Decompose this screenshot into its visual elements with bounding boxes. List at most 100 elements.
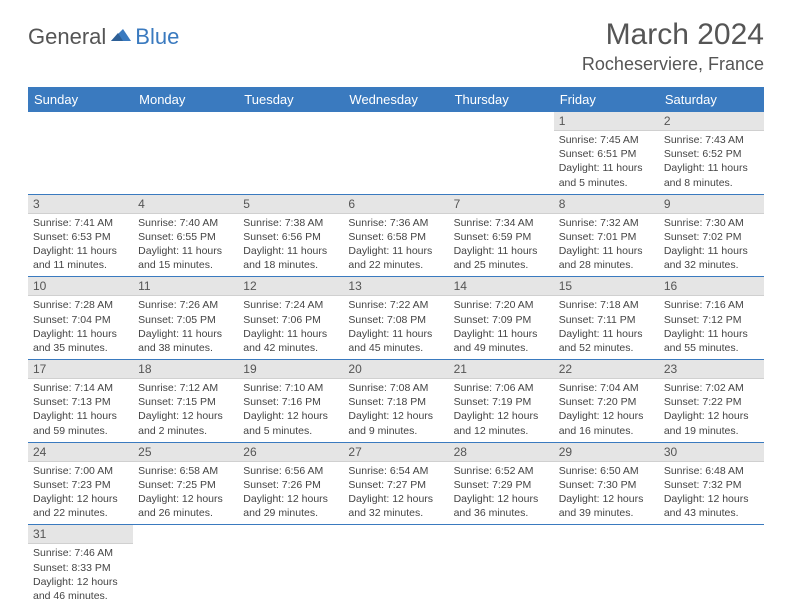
daylight-line: Daylight: 12 hours and 43 minutes. xyxy=(664,492,759,520)
weekday-header: Saturday xyxy=(659,87,764,112)
daylight-line: Daylight: 12 hours and 36 minutes. xyxy=(454,492,549,520)
calendar-cell: 25Sunrise: 6:58 AMSunset: 7:25 PMDayligh… xyxy=(133,442,238,525)
day-number: 14 xyxy=(449,277,554,296)
sunrise-line: Sunrise: 7:16 AM xyxy=(664,298,759,312)
day-content: Sunrise: 7:32 AMSunset: 7:01 PMDaylight:… xyxy=(554,214,659,277)
day-number: 31 xyxy=(28,525,133,544)
sunset-line: Sunset: 8:33 PM xyxy=(33,561,128,575)
day-content: Sunrise: 7:43 AMSunset: 6:52 PMDaylight:… xyxy=(659,131,764,194)
sunrise-line: Sunrise: 7:32 AM xyxy=(559,216,654,230)
daylight-line: Daylight: 11 hours and 11 minutes. xyxy=(33,244,128,272)
calendar-cell-empty xyxy=(133,112,238,194)
calendar-cell: 17Sunrise: 7:14 AMSunset: 7:13 PMDayligh… xyxy=(28,360,133,443)
daylight-line: Daylight: 11 hours and 59 minutes. xyxy=(33,409,128,437)
sunset-line: Sunset: 7:13 PM xyxy=(33,395,128,409)
calendar-cell: 27Sunrise: 6:54 AMSunset: 7:27 PMDayligh… xyxy=(343,442,448,525)
sunset-line: Sunset: 7:15 PM xyxy=(138,395,233,409)
daylight-line: Daylight: 12 hours and 32 minutes. xyxy=(348,492,443,520)
day-content: Sunrise: 6:48 AMSunset: 7:32 PMDaylight:… xyxy=(659,462,764,525)
sunrise-line: Sunrise: 7:45 AM xyxy=(559,133,654,147)
calendar-cell-empty xyxy=(28,112,133,194)
sunset-line: Sunset: 7:06 PM xyxy=(243,313,338,327)
calendar-cell: 21Sunrise: 7:06 AMSunset: 7:19 PMDayligh… xyxy=(449,360,554,443)
sunset-line: Sunset: 7:29 PM xyxy=(454,478,549,492)
day-content: Sunrise: 7:34 AMSunset: 6:59 PMDaylight:… xyxy=(449,214,554,277)
sunset-line: Sunset: 7:16 PM xyxy=(243,395,338,409)
calendar-cell: 8Sunrise: 7:32 AMSunset: 7:01 PMDaylight… xyxy=(554,194,659,277)
calendar-cell: 15Sunrise: 7:18 AMSunset: 7:11 PMDayligh… xyxy=(554,277,659,360)
day-number: 15 xyxy=(554,277,659,296)
calendar-cell-empty xyxy=(133,525,238,607)
calendar-row: 31Sunrise: 7:46 AMSunset: 8:33 PMDayligh… xyxy=(28,525,764,607)
sunrise-line: Sunrise: 6:54 AM xyxy=(348,464,443,478)
calendar-cell: 1Sunrise: 7:45 AMSunset: 6:51 PMDaylight… xyxy=(554,112,659,194)
daylight-line: Daylight: 11 hours and 28 minutes. xyxy=(559,244,654,272)
sunrise-line: Sunrise: 7:28 AM xyxy=(33,298,128,312)
weekday-header: Friday xyxy=(554,87,659,112)
day-number: 12 xyxy=(238,277,343,296)
sunrise-line: Sunrise: 6:52 AM xyxy=(454,464,549,478)
calendar-cell: 16Sunrise: 7:16 AMSunset: 7:12 PMDayligh… xyxy=(659,277,764,360)
sunset-line: Sunset: 7:04 PM xyxy=(33,313,128,327)
sunset-line: Sunset: 7:27 PM xyxy=(348,478,443,492)
sunset-line: Sunset: 6:58 PM xyxy=(348,230,443,244)
sunrise-line: Sunrise: 7:30 AM xyxy=(664,216,759,230)
sunrise-line: Sunrise: 7:22 AM xyxy=(348,298,443,312)
calendar-cell-empty xyxy=(659,525,764,607)
sunset-line: Sunset: 6:51 PM xyxy=(559,147,654,161)
sunset-line: Sunset: 7:20 PM xyxy=(559,395,654,409)
day-content: Sunrise: 7:22 AMSunset: 7:08 PMDaylight:… xyxy=(343,296,448,359)
calendar-cell: 6Sunrise: 7:36 AMSunset: 6:58 PMDaylight… xyxy=(343,194,448,277)
daylight-line: Daylight: 12 hours and 46 minutes. xyxy=(33,575,128,603)
calendar-cell-empty xyxy=(449,525,554,607)
calendar-cell-empty xyxy=(554,525,659,607)
sunset-line: Sunset: 7:05 PM xyxy=(138,313,233,327)
sunrise-line: Sunrise: 7:24 AM xyxy=(243,298,338,312)
day-number: 16 xyxy=(659,277,764,296)
calendar-cell: 23Sunrise: 7:02 AMSunset: 7:22 PMDayligh… xyxy=(659,360,764,443)
day-content: Sunrise: 6:54 AMSunset: 7:27 PMDaylight:… xyxy=(343,462,448,525)
weekday-header: Thursday xyxy=(449,87,554,112)
daylight-line: Daylight: 12 hours and 22 minutes. xyxy=(33,492,128,520)
day-number: 11 xyxy=(133,277,238,296)
calendar-cell: 9Sunrise: 7:30 AMSunset: 7:02 PMDaylight… xyxy=(659,194,764,277)
logo-text-general: General xyxy=(28,24,106,50)
calendar-cell: 12Sunrise: 7:24 AMSunset: 7:06 PMDayligh… xyxy=(238,277,343,360)
sunrise-line: Sunrise: 7:00 AM xyxy=(33,464,128,478)
sunrise-line: Sunrise: 7:43 AM xyxy=(664,133,759,147)
day-content: Sunrise: 7:45 AMSunset: 6:51 PMDaylight:… xyxy=(554,131,659,194)
sunrise-line: Sunrise: 7:26 AM xyxy=(138,298,233,312)
day-number: 18 xyxy=(133,360,238,379)
daylight-line: Daylight: 11 hours and 25 minutes. xyxy=(454,244,549,272)
day-content: Sunrise: 7:10 AMSunset: 7:16 PMDaylight:… xyxy=(238,379,343,442)
sunrise-line: Sunrise: 6:58 AM xyxy=(138,464,233,478)
calendar-cell-empty xyxy=(343,112,448,194)
sunrise-line: Sunrise: 7:34 AM xyxy=(454,216,549,230)
day-content: Sunrise: 7:08 AMSunset: 7:18 PMDaylight:… xyxy=(343,379,448,442)
sunset-line: Sunset: 6:53 PM xyxy=(33,230,128,244)
day-content: Sunrise: 7:30 AMSunset: 7:02 PMDaylight:… xyxy=(659,214,764,277)
sunset-line: Sunset: 7:30 PM xyxy=(559,478,654,492)
daylight-line: Daylight: 11 hours and 49 minutes. xyxy=(454,327,549,355)
sunset-line: Sunset: 7:11 PM xyxy=(559,313,654,327)
calendar-cell: 30Sunrise: 6:48 AMSunset: 7:32 PMDayligh… xyxy=(659,442,764,525)
sunset-line: Sunset: 7:02 PM xyxy=(664,230,759,244)
day-content: Sunrise: 7:00 AMSunset: 7:23 PMDaylight:… xyxy=(28,462,133,525)
sunrise-line: Sunrise: 7:12 AM xyxy=(138,381,233,395)
sunrise-line: Sunrise: 7:36 AM xyxy=(348,216,443,230)
day-number: 1 xyxy=(554,112,659,131)
calendar-cell: 22Sunrise: 7:04 AMSunset: 7:20 PMDayligh… xyxy=(554,360,659,443)
day-content: Sunrise: 7:36 AMSunset: 6:58 PMDaylight:… xyxy=(343,214,448,277)
day-number: 27 xyxy=(343,443,448,462)
sunset-line: Sunset: 7:08 PM xyxy=(348,313,443,327)
sunset-line: Sunset: 7:19 PM xyxy=(454,395,549,409)
day-content: Sunrise: 7:28 AMSunset: 7:04 PMDaylight:… xyxy=(28,296,133,359)
day-content: Sunrise: 7:40 AMSunset: 6:55 PMDaylight:… xyxy=(133,214,238,277)
daylight-line: Daylight: 11 hours and 55 minutes. xyxy=(664,327,759,355)
day-number: 5 xyxy=(238,195,343,214)
day-number: 25 xyxy=(133,443,238,462)
sunset-line: Sunset: 7:25 PM xyxy=(138,478,233,492)
sunrise-line: Sunrise: 7:06 AM xyxy=(454,381,549,395)
day-number: 3 xyxy=(28,195,133,214)
day-number: 7 xyxy=(449,195,554,214)
